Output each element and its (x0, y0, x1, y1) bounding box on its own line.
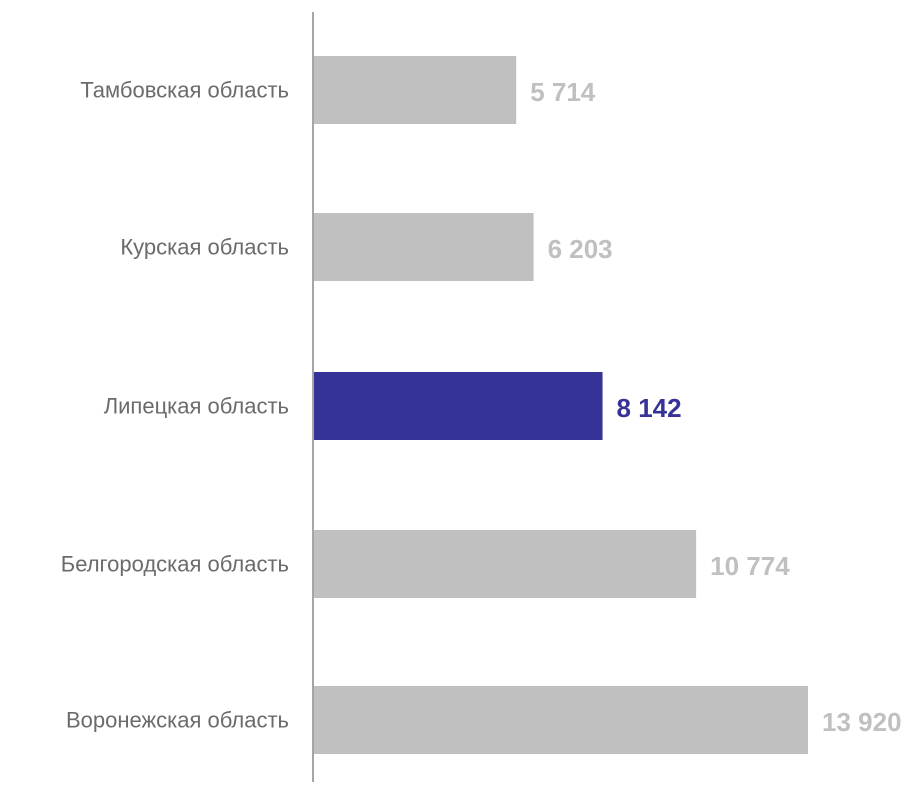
bars-layer (313, 56, 808, 754)
value-label-4: 13 920 (822, 707, 902, 737)
value-label-0: 5 714 (530, 77, 596, 107)
category-label-2: Липецкая область (104, 394, 289, 419)
value-label-2: 8 142 (617, 393, 682, 423)
bar-0 (313, 56, 517, 124)
value-labels: 5 714 6 203 8 142 10 774 13 920 (530, 77, 901, 737)
value-label-1: 6 203 (548, 234, 613, 264)
value-label-3: 10 774 (710, 551, 790, 581)
category-label-3: Белгородская область (61, 552, 289, 577)
bar-3 (313, 530, 697, 598)
category-labels: Тамбовская область Курская область Липецка… (61, 78, 289, 733)
category-label-4: Воронежская область (66, 708, 289, 733)
bar-4 (313, 686, 808, 754)
category-label-0: Тамбовская область (80, 78, 289, 103)
bar-2 (313, 372, 603, 440)
bar-1 (313, 213, 534, 281)
category-label-1: Курская область (120, 235, 289, 260)
